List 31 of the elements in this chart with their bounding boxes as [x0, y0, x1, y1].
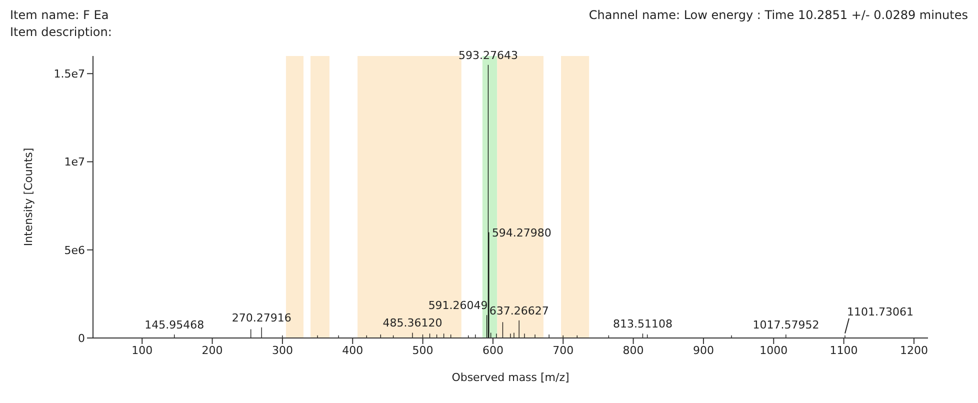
x-axis-title: Observed mass [m/z]: [452, 371, 570, 384]
text: Channel name: Low energy : Time 10.2851 +/- 0.0289 minutes: [588, 8, 968, 22]
x-tick-label: 800: [622, 344, 644, 357]
annotation: 145.95468: [144, 318, 204, 332]
annotation: 591.26049: [428, 299, 488, 312]
x-tick-label: 300: [272, 344, 293, 357]
x-tick-label: 400: [342, 344, 364, 357]
annotation: 485.36120: [382, 316, 442, 330]
y-tick-label: 1.5e7: [54, 68, 85, 81]
y-tick-label: 1e7: [64, 156, 85, 169]
x-tick-label: 700: [552, 344, 574, 357]
x-tick-label: 1000: [760, 344, 788, 357]
y-axis-title: Intensity [Counts]: [22, 148, 35, 246]
annotation: 813.51108: [613, 318, 673, 331]
x-tick-label: 1100: [830, 344, 858, 357]
x-tick-label: 1200: [900, 344, 928, 357]
annotation: 637.26627: [489, 304, 549, 318]
y-tick-label: 0: [78, 332, 85, 345]
chart-subtitle: Item description:: [10, 25, 112, 39]
x-tick-label: 200: [202, 344, 223, 357]
x-tick-label: 500: [412, 344, 434, 357]
y-tick-label: 5e6: [64, 244, 85, 257]
annotation: 270.27916: [232, 311, 292, 324]
x-tick-label: 100: [132, 344, 153, 357]
annotation: 593.27643: [458, 48, 518, 62]
x-tick-label: 600: [482, 344, 504, 357]
annotation: 1101.73061: [847, 305, 914, 318]
annotation: 1017.57952: [752, 318, 820, 332]
annotation: 594.27980: [492, 226, 552, 240]
x-tick-label: 900: [692, 344, 714, 357]
chart-title: Item name: F Ea: [10, 8, 109, 22]
